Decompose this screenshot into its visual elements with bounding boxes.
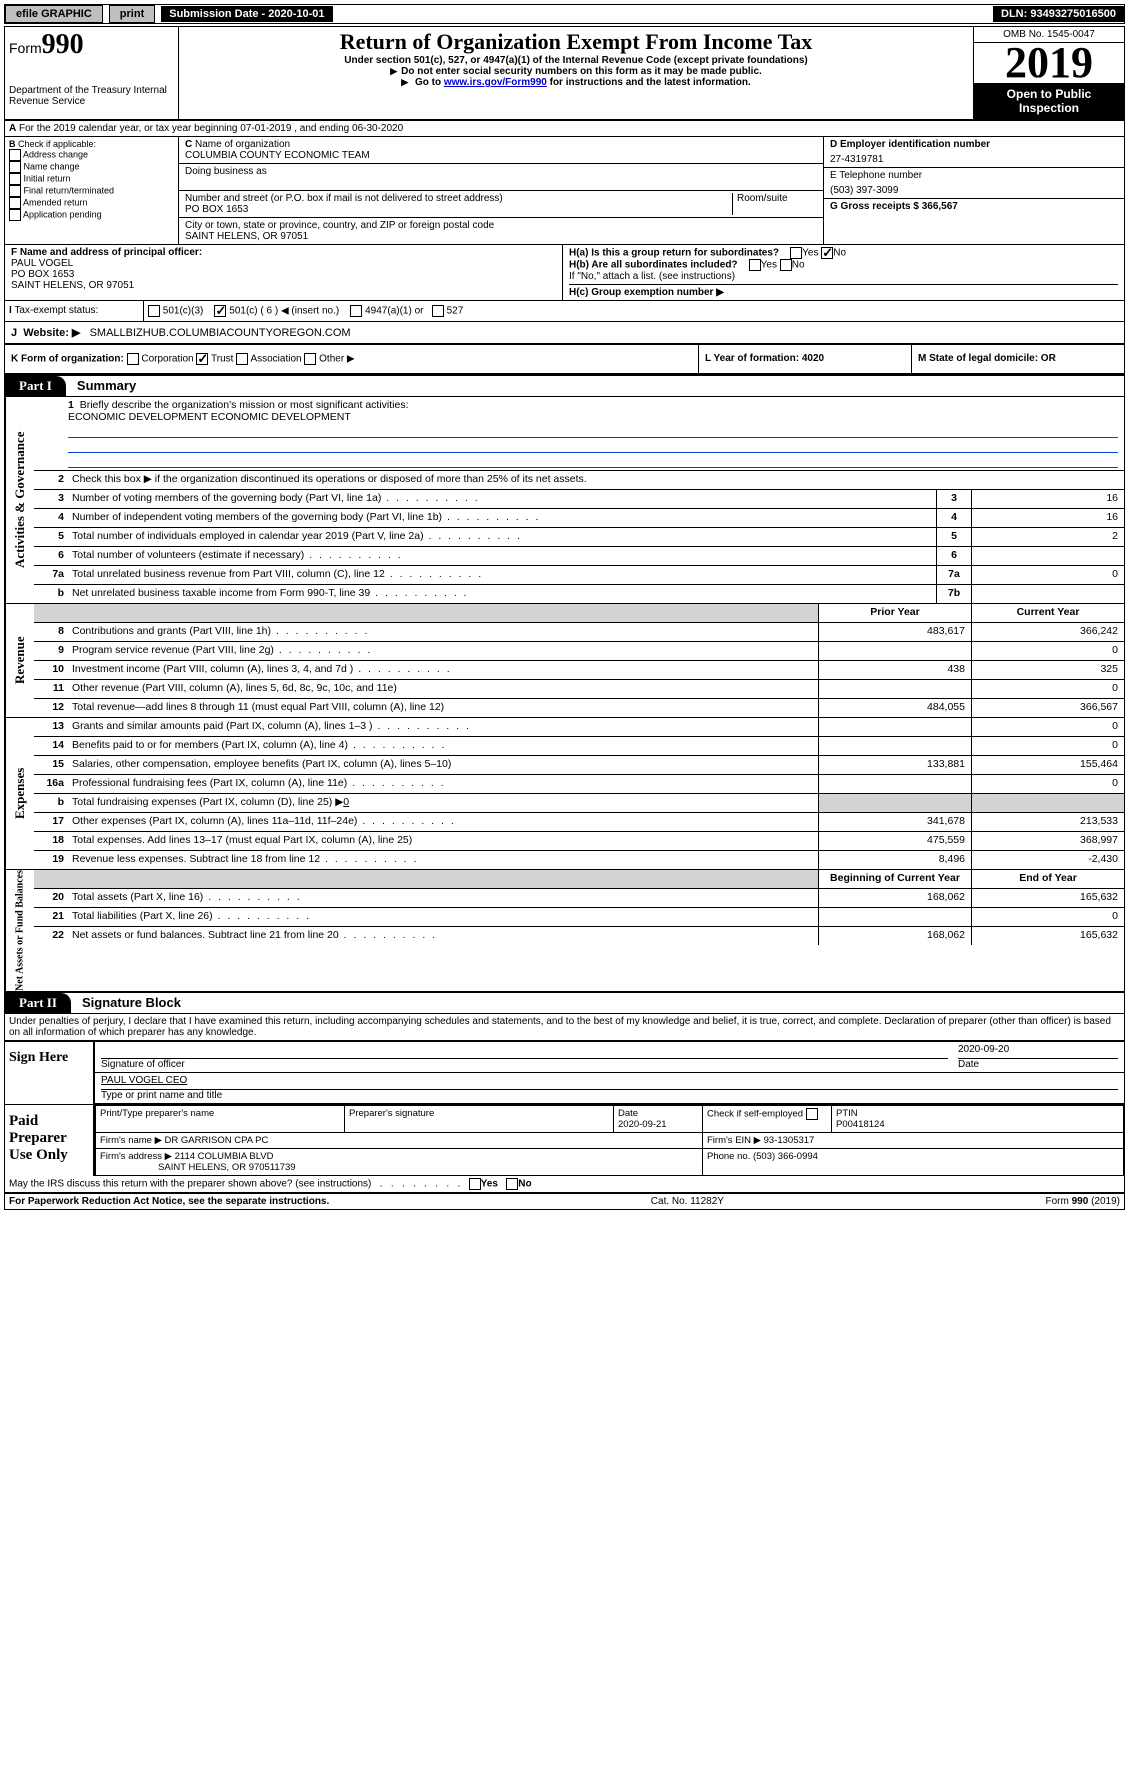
cb-other[interactable] bbox=[304, 353, 316, 365]
cb-final-return[interactable] bbox=[9, 185, 21, 197]
val-5: 2 bbox=[971, 528, 1124, 546]
paid-preparer-table: Print/Type preparer's name Preparer's si… bbox=[95, 1105, 1124, 1176]
cb-hb-no[interactable] bbox=[780, 259, 792, 271]
mission-text: ECONOMIC DEVELOPMENT ECONOMIC DEVELOPMEN… bbox=[68, 411, 351, 423]
cb-hb-yes[interactable] bbox=[749, 259, 761, 271]
paid-preparer-label: Paid Preparer Use Only bbox=[5, 1105, 93, 1176]
dept-label: Department of the Treasury Internal Reve… bbox=[9, 85, 174, 107]
street: PO BOX 1653 bbox=[185, 204, 248, 215]
cb-address-change[interactable] bbox=[9, 149, 21, 161]
row-j: J Website: ▶ SMALLBIZHUB.COLUMBIACOUNTYO… bbox=[5, 322, 1124, 345]
cb-self-employed[interactable] bbox=[806, 1108, 818, 1120]
submission-date-label: Submission Date - 2020-10-01 bbox=[161, 6, 332, 22]
org-name: COLUMBIA COUNTY ECONOMIC TEAM bbox=[185, 150, 370, 161]
firm-phone: (503) 366-0994 bbox=[753, 1151, 818, 1162]
val-3: 16 bbox=[971, 490, 1124, 508]
side-revenue: Revenue bbox=[5, 604, 34, 717]
row-bcde: B Check if applicable: Address change Na… bbox=[5, 137, 1124, 245]
cb-ha-no[interactable] bbox=[821, 247, 833, 259]
top-bar: efile GRAPHIC print Submission Date - 20… bbox=[4, 4, 1125, 24]
part-ii-header: Part II Signature Block bbox=[5, 992, 1124, 1014]
row-klm: K Form of organization: Corporation Trus… bbox=[5, 345, 1124, 375]
form-header: Form990 Department of the Treasury Inter… bbox=[5, 27, 1124, 121]
header-left: Form990 Department of the Treasury Inter… bbox=[5, 27, 179, 119]
footer: For Paperwork Reduction Act Notice, see … bbox=[5, 1193, 1124, 1209]
sign-date: 2020-09-20 bbox=[958, 1044, 1118, 1059]
form-number: 990 bbox=[42, 29, 84, 60]
cb-ha-yes[interactable] bbox=[790, 247, 802, 259]
officer-print-name: PAUL VOGEL CEO bbox=[101, 1075, 187, 1086]
row-f: F Name and address of principal officer:… bbox=[5, 245, 1124, 301]
irs-link[interactable]: www.irs.gov/Form990 bbox=[444, 77, 547, 88]
header-sub2: Do not enter social security numbers on … bbox=[183, 66, 969, 77]
tax-year: 2019 bbox=[974, 43, 1124, 83]
box-de: D Employer identification number 27-4319… bbox=[823, 137, 1124, 244]
form-title: Return of Organization Exempt From Incom… bbox=[183, 29, 969, 55]
box-c: C Name of organization COLUMBIA COUNTY E… bbox=[179, 137, 823, 244]
section-net-assets: Net Assets or Fund Balances Beginning of… bbox=[5, 870, 1124, 992]
header-sub1: Under section 501(c), 527, or 4947(a)(1)… bbox=[183, 55, 969, 66]
row-i: I Tax-exempt status: 501(c)(3) 501(c) ( … bbox=[5, 301, 1124, 322]
cb-trust[interactable] bbox=[196, 353, 208, 365]
officer-name: PAUL VOGEL bbox=[11, 258, 73, 269]
side-net: Net Assets or Fund Balances bbox=[5, 870, 34, 991]
cb-corp[interactable] bbox=[127, 353, 139, 365]
cb-discuss-yes[interactable] bbox=[469, 1178, 481, 1190]
val-7a: 0 bbox=[971, 566, 1124, 584]
city: SAINT HELENS, OR 97051 bbox=[185, 231, 308, 242]
firm-ein: 93-1305317 bbox=[764, 1135, 815, 1146]
side-governance: Activities & Governance bbox=[5, 397, 34, 603]
firm-name: DR GARRISON CPA PC bbox=[165, 1135, 269, 1146]
cb-amended-return[interactable] bbox=[9, 197, 21, 209]
ptin: P00418124 bbox=[836, 1119, 885, 1130]
section-revenue: Revenue Prior YearCurrent Year 8Contribu… bbox=[5, 604, 1124, 718]
side-expenses: Expenses bbox=[5, 718, 34, 869]
dln-label: DLN: 93493275016500 bbox=[993, 6, 1124, 22]
cb-initial-return[interactable] bbox=[9, 173, 21, 185]
cb-501c3[interactable] bbox=[148, 305, 160, 317]
year-formation: L Year of formation: 4020 bbox=[705, 353, 824, 364]
section-expenses: Expenses 13Grants and similar amounts pa… bbox=[5, 718, 1124, 870]
website: SMALLBIZHUB.COLUMBIACOUNTYOREGON.COM bbox=[90, 327, 351, 339]
perjury-statement: Under penalties of perjury, I declare th… bbox=[5, 1014, 1124, 1041]
form-container: Form990 Department of the Treasury Inter… bbox=[4, 26, 1125, 1210]
section-governance: Activities & Governance 1 Briefly descri… bbox=[5, 397, 1124, 604]
efile-button[interactable]: efile GRAPHIC bbox=[5, 5, 103, 23]
val-4: 16 bbox=[971, 509, 1124, 527]
cb-501c[interactable] bbox=[214, 305, 226, 317]
discuss-row: May the IRS discuss this return with the… bbox=[5, 1176, 1124, 1193]
val-6 bbox=[971, 547, 1124, 565]
cb-discuss-no[interactable] bbox=[506, 1178, 518, 1190]
header-center: Return of Organization Exempt From Incom… bbox=[179, 27, 973, 119]
header-right: OMB No. 1545-0047 2019 Open to Public In… bbox=[973, 27, 1124, 119]
row-a: A For the 2019 calendar year, or tax yea… bbox=[5, 121, 1124, 137]
open-inspection: Open to Public Inspection bbox=[974, 83, 1124, 119]
part-i-header: Part I Summary bbox=[5, 375, 1124, 397]
cb-assoc[interactable] bbox=[236, 353, 248, 365]
signature-section: Sign Here Signature of officer 2020-09-2… bbox=[5, 1041, 1124, 1176]
ein: 27-4319781 bbox=[824, 152, 1124, 167]
val-7b bbox=[971, 585, 1124, 603]
cb-application-pending[interactable] bbox=[9, 209, 21, 221]
cb-4947[interactable] bbox=[350, 305, 362, 317]
cb-name-change[interactable] bbox=[9, 161, 21, 173]
gross-receipts: G Gross receipts $ 366,567 bbox=[830, 201, 958, 212]
box-b: B Check if applicable: Address change Na… bbox=[5, 137, 179, 244]
state-domicile: M State of legal domicile: OR bbox=[918, 353, 1056, 364]
phone: (503) 397-3099 bbox=[824, 183, 1124, 198]
sign-here-label: Sign Here bbox=[5, 1042, 93, 1104]
cb-527[interactable] bbox=[432, 305, 444, 317]
form-prefix: Form bbox=[9, 40, 42, 56]
header-sub3: Go to www.irs.gov/Form990 for instructio… bbox=[183, 77, 969, 88]
print-button[interactable]: print bbox=[109, 5, 155, 23]
